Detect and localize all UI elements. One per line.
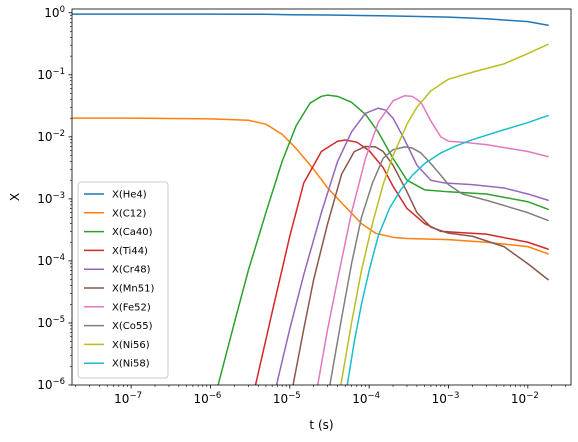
series-line-x-ca40 [217,94,549,385]
legend: X(He4) X(C12) X(Ca40) X(Ti44) X(Cr48) X(Mn51)… [77,181,169,379]
y-tick-label: 10−5 [37,315,65,330]
y-tick-label: 10−4 [37,253,65,268]
y-tick-label: 10−6 [37,377,65,392]
legend-label-x-ni56: X(Ni56) [112,340,150,351]
x-tick-label: 10−6 [194,391,222,406]
x-tick-label: 10−3 [432,391,460,406]
x-tick-label: 10−5 [273,391,301,406]
series-line-x-co55 [329,146,549,385]
plot-frame [71,8,572,386]
legend-label-x-ti44: X(Ti44) [112,246,148,257]
x-axis: 10−7 10−6 10−5 10−4 10−3 10−2 [75,385,566,406]
series-line-x-cr48 [275,107,549,385]
x-tick-label: 10−7 [114,391,142,406]
x-tick-label: 10−4 [352,391,380,406]
y-tick-label: 10−2 [37,129,65,144]
series-line-x-c12 [72,117,549,255]
legend-label-x-cr48: X(Cr48) [112,265,151,276]
legend-label-x-ca40: X(Ca40) [112,227,153,238]
legend-label-x-c12: X(C12) [112,208,146,219]
series-line-x-he4 [72,13,549,26]
y-axis: 10−6 10−5 10−4 10−3 10−2 10−1 100 [37,5,72,392]
legend-label-x-ni58: X(Ni58) [112,359,150,370]
series-line-x-ni56 [340,43,549,385]
y-tick-label: 10−3 [37,191,65,206]
x-tick-label: 10−2 [511,391,539,406]
x-axis-label: t (s) [309,418,333,432]
legend-label-x-fe52: X(Fe52) [112,302,151,313]
legend-label-x-mn51: X(Mn51) [112,284,154,295]
legend-label-x-co55: X(Co55) [112,321,153,332]
series-line-x-ti44 [254,139,549,385]
series-line-x-mn51 [292,145,549,385]
series-line-x-ni58 [346,114,549,385]
y-tick-label: 10−1 [37,67,65,82]
y-axis-label: X [8,193,22,201]
series-layer [72,13,549,385]
series-line-x-fe52 [316,94,549,385]
y-tick-label: 100 [44,5,65,20]
legend-label-x-he4: X(He4) [112,190,147,201]
